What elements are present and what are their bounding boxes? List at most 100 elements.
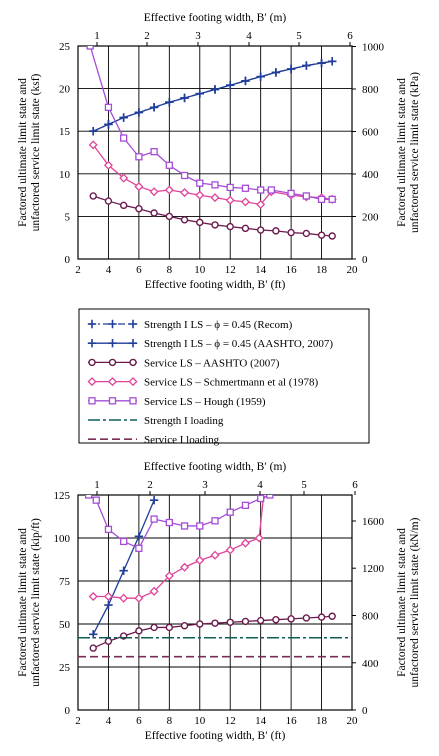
- y-tick-label: 0: [65, 705, 71, 717]
- data-point: [135, 153, 143, 161]
- data-point: [104, 637, 113, 645]
- legend-label-5: Service LS – Hough (1959): [144, 396, 266, 408]
- y2-tick-label: 800: [362, 84, 379, 96]
- data-point: [210, 85, 220, 94]
- data-point: [104, 525, 113, 534]
- x2-tick-label: 3: [195, 30, 201, 42]
- series-layer: [86, 46, 337, 240]
- x-tick-label: 14: [255, 715, 267, 727]
- y-tick-label: 20: [59, 84, 71, 96]
- y2-tick-label: 600: [362, 127, 379, 139]
- data-point: [302, 229, 311, 238]
- y-tick-label: 10: [59, 169, 71, 181]
- data-point: [180, 562, 190, 572]
- y2-axis-title-line2: unfactored service limit state (kPa): [409, 72, 421, 233]
- data-point: [226, 508, 234, 516]
- data-point: [120, 134, 128, 142]
- data-point: [256, 616, 265, 625]
- data-point: [287, 615, 295, 623]
- y-tick-label: 25: [59, 41, 71, 53]
- data-point: [196, 179, 204, 187]
- legend-swatch-marker: [129, 358, 137, 367]
- data-point: [104, 600, 113, 610]
- data-point: [135, 627, 143, 635]
- y-tick-label: 50: [59, 619, 71, 631]
- data-point: [165, 623, 174, 632]
- plot-frame: [77, 494, 353, 711]
- x-tick-label: 4: [106, 264, 112, 276]
- data-point: [287, 228, 295, 237]
- legend-swatch-marker: [108, 339, 117, 348]
- data-point: [240, 197, 250, 207]
- x2-axis-title: Effective footing width, B′ (m): [144, 461, 287, 473]
- data-point: [317, 231, 326, 239]
- y2-tick-label: 200: [362, 212, 379, 224]
- data-point: [92, 496, 100, 504]
- data-point: [149, 187, 159, 197]
- data-point: [150, 147, 158, 156]
- data-point: [150, 515, 158, 523]
- data-point: [196, 218, 204, 227]
- y-tick-label: 5: [65, 211, 71, 223]
- legend-label-4: Service LS – Schmertmann et al (1978): [144, 377, 318, 389]
- data-point: [328, 195, 336, 204]
- x2-tick-label: 5: [296, 30, 302, 42]
- data-point: [287, 189, 295, 198]
- data-point: [328, 612, 336, 620]
- legend-swatch-marker: [128, 377, 138, 387]
- y-tick-label: 125: [54, 490, 71, 502]
- data-point: [241, 76, 250, 86]
- data-point: [328, 232, 336, 240]
- x-tick-label: 8: [167, 715, 173, 727]
- data-point: [180, 188, 190, 198]
- data-point: [241, 617, 250, 626]
- data-point: [210, 193, 220, 203]
- y-tick-label: 15: [59, 126, 71, 138]
- data-point: [286, 64, 296, 74]
- x-tick-label: 2: [75, 264, 81, 276]
- data-point: [302, 192, 310, 200]
- data-point: [317, 58, 326, 68]
- x-tick-label: 2: [75, 715, 81, 727]
- data-point: [195, 89, 204, 98]
- data-point: [226, 618, 234, 626]
- legend-swatch-marker: [128, 319, 138, 329]
- y2-tick-label: 800: [362, 611, 379, 623]
- legend-swatch-marker: [108, 358, 117, 367]
- y-axis-title-line2: unfactored service limit state (kip/ft): [30, 518, 42, 687]
- plot-frame: [77, 45, 353, 260]
- legend-swatch-marker: [108, 319, 117, 329]
- y2-tick-label: 1600: [362, 516, 385, 528]
- data-point: [104, 120, 113, 129]
- data-point: [241, 184, 250, 192]
- legend-swatch-marker: [87, 339, 97, 348]
- data-point: [317, 613, 326, 621]
- data-point: [196, 620, 204, 628]
- data-point: [317, 195, 326, 204]
- x-tick-label: 18: [316, 715, 328, 727]
- data-point: [225, 195, 235, 205]
- x2-tick-label: 4: [257, 479, 263, 491]
- data-point: [211, 619, 219, 627]
- data-point: [135, 544, 143, 552]
- y-tick-label: 25: [59, 662, 71, 674]
- x-tick-label: 10: [194, 264, 206, 276]
- data-point: [134, 182, 144, 192]
- y-tick-label: 100: [54, 533, 71, 545]
- data-point: [225, 545, 235, 555]
- x-tick-label: 16: [286, 264, 298, 276]
- data-point: [180, 622, 189, 630]
- data-point: [89, 644, 97, 652]
- x2-tick-label: 2: [144, 30, 150, 42]
- data-point: [267, 186, 275, 194]
- x-tick-label: 14: [255, 264, 267, 276]
- data-point: [328, 57, 337, 66]
- data-point: [257, 495, 265, 503]
- legend-swatch-marker: [128, 339, 138, 348]
- data-point: [104, 197, 113, 205]
- data-point: [150, 623, 158, 632]
- data-point: [134, 593, 144, 603]
- data-point: [150, 209, 158, 217]
- data-point: [88, 140, 98, 150]
